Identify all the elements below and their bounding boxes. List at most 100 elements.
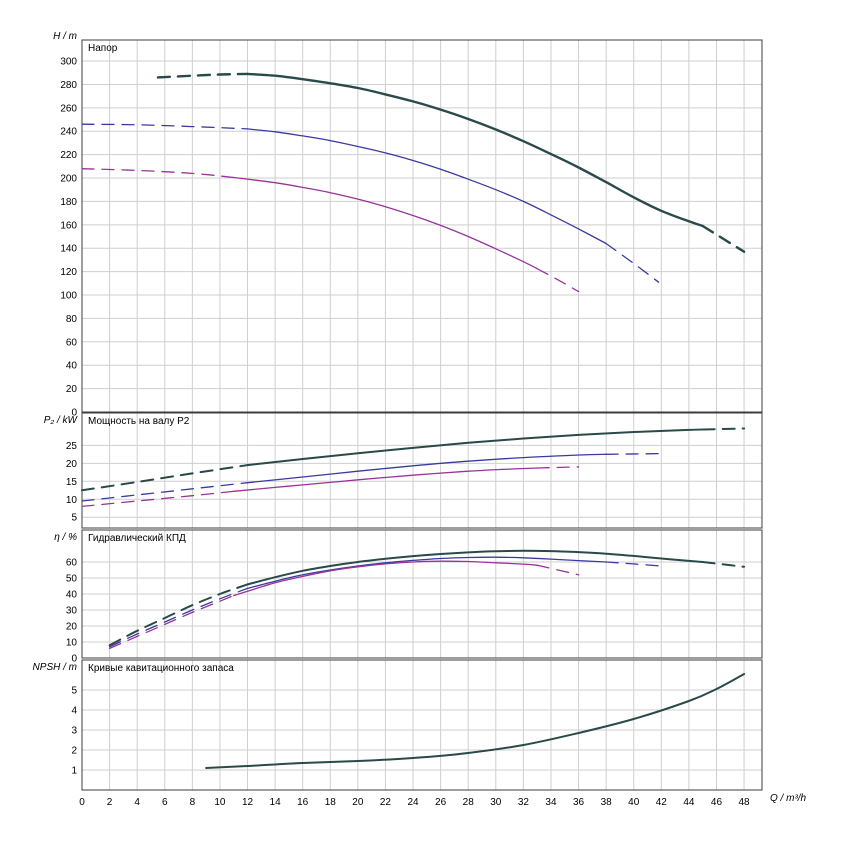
panel-border-efficiency — [81, 529, 763, 659]
y-tick-label: 60 — [66, 558, 78, 569]
x-tick-label: 40 — [628, 797, 640, 808]
curve-head-speed-2 — [246, 128, 607, 245]
y-tick-label: 240 — [60, 127, 77, 138]
curve-head-speed-2-dashed — [81, 123, 249, 130]
y-tick-label: 140 — [60, 244, 77, 255]
curve-power-speed-1-dashed — [81, 464, 249, 492]
y-tick-label: 0 — [71, 654, 77, 665]
x-tick-label: 10 — [214, 797, 226, 808]
curve-eff-speed-2-dashed — [108, 587, 249, 648]
y-tick-label: 4 — [71, 706, 77, 717]
x-tick-label: 26 — [435, 797, 447, 808]
curve-eff-speed-2 — [246, 556, 607, 590]
x-tick-label: 0 — [79, 797, 85, 808]
y-tick-label: 20 — [66, 459, 78, 470]
x-tick-label: 42 — [656, 797, 668, 808]
y-tick-label: 180 — [60, 197, 77, 208]
x-tick-label: 8 — [190, 797, 196, 808]
panel-border-power — [81, 412, 763, 529]
curve-head-speed-3-dashed — [81, 168, 235, 179]
panel-border-npsh — [81, 659, 763, 791]
y-tick-label: 40 — [66, 361, 78, 372]
x-tick-label: 22 — [380, 797, 392, 808]
y-tick-label: 5 — [71, 513, 77, 524]
curve-eff-speed-1 — [246, 549, 704, 586]
flow-axis-unit-label: Q / m³/h — [770, 793, 807, 804]
curve-eff-speed-3-dashed — [536, 564, 580, 576]
y-tick-label: 0 — [71, 408, 77, 419]
y-tick-label: 3 — [71, 726, 77, 737]
curve-head-speed-1-dashed — [701, 224, 746, 253]
x-tick-label: 34 — [545, 797, 557, 808]
y-tick-label: 120 — [60, 267, 77, 278]
curve-power-speed-1-dashed — [701, 427, 746, 431]
y-tick-label: 20 — [66, 384, 78, 395]
x-tick-label: 44 — [683, 797, 695, 808]
curve-head-speed-1-dashed — [156, 72, 249, 79]
x-tick-label: 46 — [711, 797, 723, 808]
curve-eff-speed-1-dashed — [108, 583, 249, 647]
panel-title-efficiency: Гидравлический КПД — [88, 533, 186, 544]
panel-title-npsh: Кривые кавитационного запаса — [88, 663, 234, 674]
y-tick-label: 200 — [60, 174, 77, 185]
curve-head-speed-3-dashed — [536, 268, 580, 293]
x-tick-label: 4 — [134, 797, 140, 808]
y-tick-label: 30 — [66, 606, 78, 617]
x-tick-label: 36 — [573, 797, 585, 808]
curve-power-speed-3-dashed — [81, 490, 235, 508]
curve-eff-speed-1-dashed — [701, 561, 746, 568]
y-tick-label: 10 — [66, 638, 78, 649]
curve-power-speed-1 — [246, 428, 704, 467]
y-tick-label: 160 — [60, 220, 77, 231]
curve-power-speed-2-dashed — [605, 452, 662, 455]
npsh-axis-unit-label: NPSH / m — [32, 662, 77, 673]
curve-power-speed-3 — [233, 467, 538, 492]
x-tick-label: 24 — [407, 797, 419, 808]
curve-npsh-curve — [205, 673, 746, 769]
power-axis-unit-label: P₂ / kW — [43, 415, 77, 426]
y-tick-label: 80 — [66, 314, 78, 325]
y-tick-label: 300 — [60, 57, 77, 68]
y-tick-label: 280 — [60, 80, 77, 91]
y-tick-label: 40 — [66, 590, 78, 601]
panel-title-head: Напор — [88, 43, 118, 54]
efficiency-axis-unit-label: η / % — [54, 532, 77, 543]
curve-head-speed-3 — [233, 176, 538, 270]
y-tick-label: 25 — [66, 441, 78, 452]
panel-border-head — [81, 39, 763, 413]
curve-eff-speed-2-dashed — [605, 561, 662, 567]
x-tick-label: 30 — [490, 797, 502, 808]
x-tick-label: 6 — [162, 797, 168, 808]
x-tick-label: 14 — [270, 797, 282, 808]
y-tick-label: 15 — [66, 477, 78, 488]
y-tick-label: 5 — [71, 686, 77, 697]
x-tick-label: 16 — [297, 797, 309, 808]
x-tick-label: 18 — [325, 797, 337, 808]
x-tick-label: 12 — [242, 797, 254, 808]
y-tick-label: 1 — [71, 766, 77, 777]
curve-head-speed-1 — [246, 72, 704, 228]
curve-head-speed-2-dashed — [605, 242, 660, 283]
y-tick-label: 220 — [60, 150, 77, 161]
y-tick-label: 100 — [60, 291, 77, 302]
y-tick-label: 60 — [66, 337, 78, 348]
x-tick-label: 38 — [601, 797, 613, 808]
x-tick-label: 20 — [352, 797, 364, 808]
curve-power-speed-2 — [246, 453, 607, 484]
curve-power-speed-2-dashed — [81, 482, 249, 502]
y-tick-label: 2 — [71, 746, 77, 757]
x-tick-label: 32 — [518, 797, 530, 808]
x-tick-label: 2 — [107, 797, 113, 808]
y-tick-label: 10 — [66, 495, 78, 506]
panel-title-power: Мощность на валу P2 — [88, 416, 190, 427]
curve-eff-speed-3-dashed — [108, 594, 235, 650]
curve-power-speed-3-dashed — [536, 466, 580, 469]
head-axis-unit-label: H / m — [53, 31, 77, 42]
x-tick-label: 28 — [463, 797, 475, 808]
y-tick-label: 50 — [66, 574, 78, 585]
y-tick-label: 20 — [66, 622, 78, 633]
y-tick-label: 260 — [60, 103, 77, 114]
curve-eff-speed-3 — [233, 560, 538, 597]
